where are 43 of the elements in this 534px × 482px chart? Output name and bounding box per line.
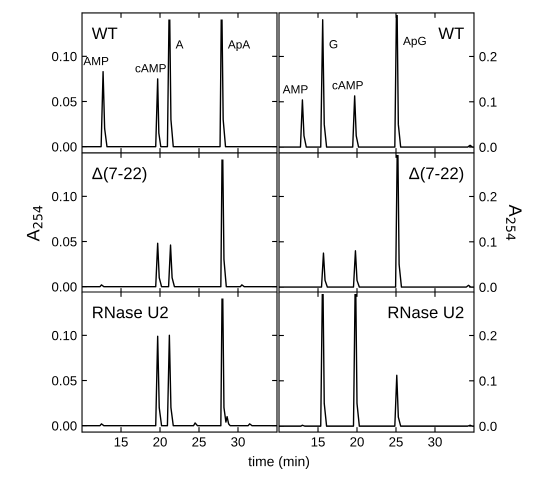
- y-axis-title: A$_{254}$: [26, 206, 43, 242]
- x-tick-label: 15: [114, 437, 128, 447]
- annotation: ApG: [403, 36, 426, 48]
- y-tick-label: 0.0: [479, 282, 497, 292]
- y-tick-label: 0.2: [479, 192, 497, 202]
- y-tick-label: 0.00: [52, 421, 77, 431]
- x-tick-label: 30: [231, 437, 245, 447]
- y-tick-label: 0.05: [52, 97, 77, 106]
- annotation: WT: [92, 28, 118, 40]
- annotation: G: [330, 40, 338, 48]
- annotation: RNase U2: [388, 306, 464, 318]
- y-tick-label: 0.05: [52, 376, 77, 386]
- y-tick-label: 0.00: [52, 282, 77, 292]
- x-tick-label: 25: [389, 437, 403, 447]
- annotation: RNase U2: [93, 306, 168, 318]
- x-tick-label: 30: [428, 437, 442, 447]
- x-tick-label: 20: [153, 437, 167, 447]
- y-tick-label: 0.05: [52, 237, 77, 246]
- y-tick-label: 0.00: [52, 142, 77, 152]
- x-tick-label: 15: [312, 437, 325, 447]
- annotation: A: [176, 40, 184, 49]
- y-tick-label: 0.0: [479, 142, 497, 152]
- annotation: Δ(7-22): [409, 166, 464, 183]
- y-tick-label: 0.10: [52, 52, 77, 62]
- y-axis-title: A$_{254}$: [506, 204, 522, 240]
- annotation: ApA: [228, 40, 250, 51]
- y-tick-label: 0.1: [479, 376, 497, 386]
- y-tick-label: 0.1: [479, 237, 497, 247]
- y-tick-label: 0.10: [52, 330, 77, 340]
- x-tick-label: 25: [192, 437, 206, 447]
- annotation: AMP: [282, 85, 308, 94]
- annotation: WT: [438, 28, 464, 40]
- x-axis-title: time (min): [248, 456, 310, 470]
- annotation: cAMP: [135, 64, 166, 72]
- y-tick-label: 0.2: [479, 331, 497, 340]
- annotation: cAMP: [332, 81, 363, 90]
- y-tick-label: 0.1: [479, 97, 497, 107]
- y-tick-label: 0.10: [52, 192, 77, 202]
- y-tick-label: 0.2: [479, 52, 497, 62]
- annotation: Δ(7-22): [92, 166, 146, 183]
- x-tick-label: 20: [350, 437, 364, 447]
- annotation: AMP: [83, 56, 108, 66]
- y-tick-label: 0.0: [479, 422, 497, 432]
